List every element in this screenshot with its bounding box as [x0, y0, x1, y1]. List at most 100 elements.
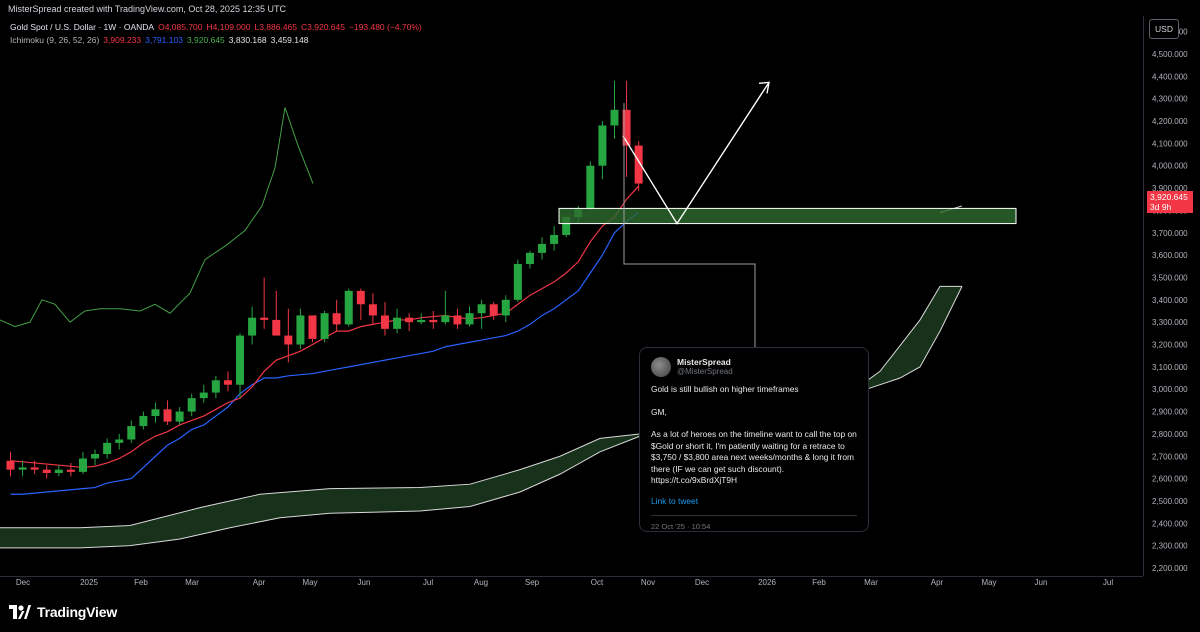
- price-tick-label: 2,500.000: [1152, 497, 1188, 506]
- candle-body: [586, 165, 595, 210]
- candle-body: [429, 319, 438, 323]
- tweet-greeting: GM,: [651, 406, 667, 417]
- bar-countdown: 3d 9h: [1150, 202, 1172, 212]
- time-tick-label: Jul: [1103, 578, 1113, 587]
- indicator-legend[interactable]: Ichimoku (9, 26, 52, 26) 3,909.233 3,791…: [10, 34, 422, 47]
- indicator-name: Ichimoku (9, 26, 52, 26): [10, 35, 100, 45]
- price-tick-label: 2,700.000: [1152, 452, 1188, 461]
- ohlc-high: H4,109.000: [206, 22, 251, 32]
- tweet-date: 22 Oct '25 · 10:54: [651, 521, 711, 531]
- time-tick-label: 2026: [758, 578, 776, 587]
- candle-body: [296, 315, 305, 345]
- candle-body: [30, 467, 39, 470]
- time-tick-label: Aug: [474, 578, 488, 587]
- tweet-author-name: MisterSpread: [677, 357, 731, 367]
- indicator-span-b-value: 3,459.148: [270, 35, 309, 45]
- candle-body: [550, 234, 559, 244]
- tweet-connector-line: [623, 103, 756, 347]
- price-tick-label: 4,400.000: [1152, 72, 1188, 81]
- candle-body: [598, 125, 607, 166]
- projection-arrow: [622, 81, 770, 225]
- candle-body: [127, 426, 136, 440]
- tradingview-brand-text: TradingView: [37, 604, 118, 620]
- time-tick-label: Dec: [695, 578, 709, 587]
- candle-body: [622, 109, 631, 146]
- price-tick-label: 2,900.000: [1152, 408, 1188, 417]
- price-tick-label: 3,400.000: [1152, 296, 1188, 305]
- time-tick-label: Feb: [134, 578, 148, 587]
- time-tick-label: Mar: [185, 578, 199, 587]
- indicator-span-a-value: 3,830.168: [228, 35, 267, 45]
- price-tick-label: 3,600.000: [1152, 251, 1188, 260]
- price-tick-label: 4,200.000: [1152, 117, 1188, 126]
- ichimoku-cloud: [0, 286, 962, 548]
- tradingview-brand[interactable]: TradingView: [9, 604, 117, 620]
- candle-body: [368, 304, 377, 316]
- price-tick-label: 2,800.000: [1152, 430, 1188, 439]
- time-tick-label: 2025: [80, 578, 98, 587]
- time-tick-label: May: [302, 578, 317, 587]
- tweet-header: MisterSpread @MisterSpread: [651, 357, 857, 377]
- kijun-sen-line: [10, 211, 640, 495]
- price-tick-label: 4,000.000: [1152, 162, 1188, 171]
- time-tick-label: Sep: [525, 578, 540, 587]
- candle-body: [139, 416, 148, 427]
- candle-body: [223, 380, 232, 385]
- top-bar: MisterSpread created with TradingView.co…: [0, 0, 1200, 16]
- price-tick-label: 3,700.000: [1152, 229, 1188, 238]
- tradingview-logo-icon: [9, 605, 31, 619]
- currency-button[interactable]: USD: [1149, 19, 1179, 39]
- candle-body: [175, 411, 184, 422]
- candle-body: [308, 315, 317, 339]
- time-tick-label: Jun: [1035, 578, 1048, 587]
- time-tick-label: Oct: [591, 578, 604, 587]
- price-tick-label: 2,400.000: [1152, 519, 1188, 528]
- candle-body: [211, 380, 220, 393]
- price-tick-label: 4,300.000: [1152, 95, 1188, 104]
- candle-body: [42, 469, 51, 474]
- price-tick-label: 3,300.000: [1152, 318, 1188, 327]
- tweet-title: Gold is still bullish on higher timefram…: [651, 384, 799, 394]
- indicator-tenkan-value: 3,909.233: [103, 35, 142, 45]
- projection-arrowhead: [758, 81, 770, 94]
- candle-body: [501, 299, 510, 316]
- candle-body: [332, 313, 341, 325]
- senkou-span-a-line: [0, 286, 963, 529]
- candle-body: [356, 290, 365, 305]
- candle-body: [344, 290, 353, 325]
- buy-zone-box: [558, 207, 1017, 225]
- candle-body: [78, 458, 87, 472]
- candle-body: [18, 467, 27, 470]
- tweet-card[interactable]: MisterSpread @MisterSpread Gold is still…: [639, 347, 869, 532]
- candle-body: [634, 145, 643, 184]
- candle-body: [66, 469, 75, 472]
- candle-body: [320, 313, 329, 339]
- candle-body: [405, 317, 414, 323]
- ohlc-open: O4,085.700: [158, 22, 203, 32]
- indicator-chikou-value: 3,920.645: [186, 35, 225, 45]
- tweet-author-handle: @MisterSpread: [677, 367, 733, 376]
- candle-body: [115, 439, 124, 443]
- candle-body: [248, 317, 257, 336]
- tweet-divider: [651, 514, 857, 516]
- symbol-legend[interactable]: Gold Spot / U.S. Dollar · 1W · OANDA O4,…: [10, 21, 422, 34]
- candle-body: [151, 409, 160, 417]
- indicator-kijun-value: 3,791.103: [145, 35, 183, 45]
- symbol-name: Gold Spot / U.S. Dollar · 1W · OANDA: [10, 22, 155, 32]
- price-tick-label: 3,100.000: [1152, 363, 1188, 372]
- candle-body: [272, 319, 281, 336]
- price-tick-label: 2,300.000: [1152, 542, 1188, 551]
- time-tick-label: Nov: [641, 578, 655, 587]
- creator-line: MisterSpread created with TradingView.co…: [8, 4, 286, 14]
- price-tick-label: 4,100.000: [1152, 139, 1188, 148]
- price-tick-label: 3,000.000: [1152, 385, 1188, 394]
- time-tick-label: Jul: [423, 578, 433, 587]
- tweet-link[interactable]: Link to tweet: [651, 495, 699, 506]
- tweet-body: Gold is still bullish on higher timefram…: [651, 384, 857, 487]
- candle-body: [6, 460, 15, 470]
- time-tick-label: Dec: [16, 578, 30, 587]
- ohlc-close: C3,920.645: [301, 22, 345, 32]
- candle-body: [453, 315, 462, 325]
- candle-body: [477, 304, 486, 314]
